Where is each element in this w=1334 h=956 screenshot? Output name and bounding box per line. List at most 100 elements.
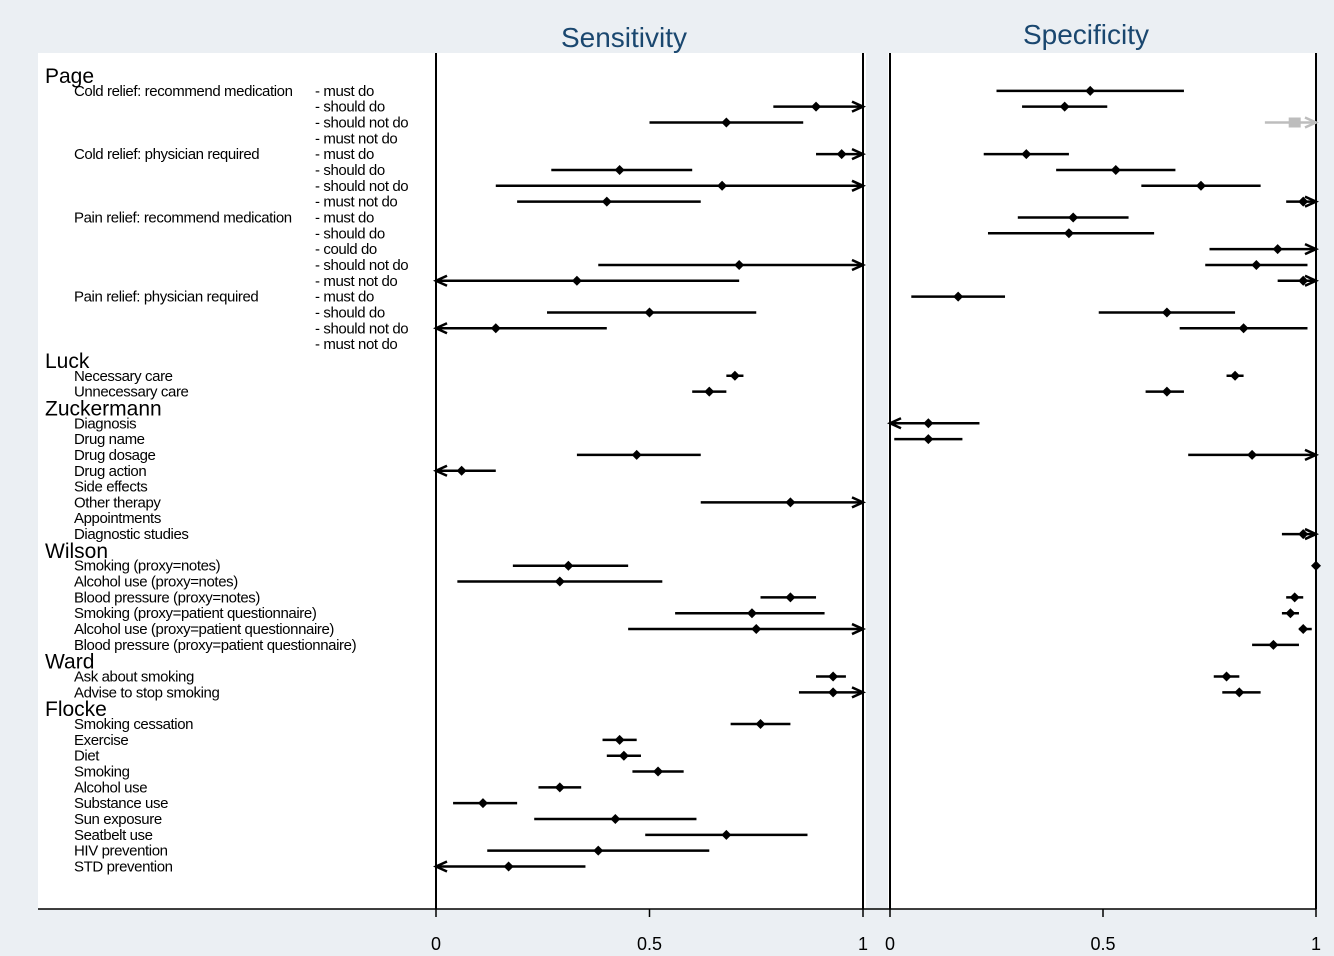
point-estimate	[593, 845, 604, 856]
ci-arrow-left	[432, 322, 448, 335]
row-label: Alcohol use (proxy=patient questionnaire…	[74, 621, 334, 638]
row-label: HIV prevention	[74, 843, 168, 860]
row-sublabel: - should not do	[315, 114, 408, 131]
ci-arrow-right	[851, 686, 867, 699]
ci-arrow-right	[1304, 116, 1320, 129]
row-sublabel: - must do	[315, 289, 374, 306]
row-label: Diagnostic studies	[74, 526, 189, 543]
row-sublabel: - must not do	[315, 194, 397, 211]
panel-title-sensitivity: Sensitivity	[561, 22, 687, 53]
ci-arrow-right	[1304, 448, 1320, 462]
row-sublabel: - must not do	[315, 130, 397, 147]
point-estimate	[1110, 164, 1121, 175]
row-label: Diagnosis	[74, 415, 136, 432]
row-label: Ask about smoking	[74, 669, 194, 686]
row-label: Unnecessary care	[74, 384, 189, 401]
point-estimate	[571, 275, 582, 286]
row-label: Smoking	[74, 764, 130, 781]
ci-arrow-left	[432, 464, 448, 477]
point-estimate	[828, 671, 839, 682]
point-estimate	[746, 608, 757, 619]
point-estimate	[1298, 196, 1309, 207]
point-estimate	[614, 734, 625, 745]
row-label: Smoking (proxy=notes)	[74, 558, 221, 575]
point-estimate	[1311, 560, 1321, 571]
point-estimate	[554, 782, 565, 793]
point-estimate	[836, 149, 847, 160]
point-estimate	[1268, 639, 1279, 650]
row-label: Smoking cessation	[74, 716, 193, 733]
point-estimate	[1161, 307, 1172, 318]
point-estimate	[811, 101, 822, 112]
row-label: Other therapy	[74, 494, 161, 511]
row-sublabel: - should do	[315, 162, 385, 179]
specificity-tick-label: 0.5	[1090, 934, 1115, 954]
point-estimate	[490, 323, 501, 334]
row-label: Drug action	[74, 463, 146, 480]
row-sublabel: - should not do	[315, 257, 408, 274]
point-estimate	[1238, 323, 1249, 334]
point-estimate	[751, 624, 762, 635]
row-label: Blood pressure (proxy=patient questionna…	[74, 637, 357, 654]
point-estimate	[717, 180, 728, 191]
row-label: Advise to stop smoking	[74, 684, 219, 701]
point-estimate	[1085, 85, 1096, 96]
point-estimate	[785, 497, 796, 508]
point-estimate	[953, 291, 964, 302]
row-label: Sun exposure	[74, 811, 162, 828]
point-estimate	[721, 829, 732, 840]
point-estimate	[601, 196, 612, 207]
point-estimate	[923, 418, 934, 429]
row-sublabel: - should not do	[315, 320, 408, 337]
row-label: Exercise	[74, 732, 128, 749]
point-estimate	[1298, 529, 1309, 540]
row-label: Necessary care	[74, 368, 173, 385]
point-estimate	[755, 719, 766, 730]
point-estimate	[554, 576, 565, 587]
sensitivity-tick-label: 0	[431, 934, 441, 954]
ci-arrow-right	[851, 148, 867, 161]
row-sublabel: - must do	[315, 146, 374, 163]
row-sublabel: - should do	[315, 99, 385, 116]
point-estimate	[644, 307, 655, 318]
row-label: Pain relief: physician required	[74, 289, 258, 306]
ci-arrow-right	[851, 496, 867, 509]
row-label: Diet	[74, 748, 100, 765]
ci-arrow-right	[851, 179, 867, 192]
row-sublabel: - should not do	[315, 178, 408, 195]
row-sublabel: - could do	[315, 241, 377, 258]
ci-arrow-right	[851, 258, 867, 272]
point-estimate	[1221, 671, 1232, 682]
row-label: Pain relief: recommend medication	[74, 209, 292, 226]
row-sublabel: - must do	[315, 83, 374, 100]
point-estimate	[1272, 244, 1283, 255]
row-label: Substance use	[74, 795, 168, 812]
row-label: Alcohol use	[74, 779, 147, 796]
group-label: Wilson	[45, 540, 108, 563]
row-sublabel: - should do	[315, 225, 385, 242]
group-label: Luck	[45, 350, 90, 373]
point-estimate	[477, 798, 488, 809]
point-estimate	[1234, 687, 1245, 698]
point-estimate	[828, 687, 839, 698]
group-label: Zuckermann	[45, 397, 162, 420]
ci-arrow-right	[851, 622, 867, 636]
point-estimate	[631, 449, 642, 460]
row-label: Seatbelt use	[74, 827, 153, 844]
group-label: Page	[45, 65, 94, 88]
sensitivity-tick-label: 1	[858, 934, 868, 954]
row-label: Blood pressure (proxy=notes)	[74, 589, 260, 606]
point-estimate	[653, 766, 664, 777]
ci-arrow-left	[432, 860, 448, 873]
row-label: Appointments	[74, 510, 161, 527]
ci-arrow-right	[851, 100, 867, 113]
ci-arrow-right	[1304, 242, 1320, 256]
row-sublabel: - must not do	[315, 273, 397, 290]
point-estimate	[503, 861, 514, 872]
row-label: Drug dosage	[74, 447, 156, 464]
row-label: Cold relief: physician required	[74, 146, 259, 163]
point-estimate	[1161, 386, 1172, 397]
ci-arrow-right	[1304, 274, 1320, 287]
point-estimate	[1298, 275, 1309, 286]
point-estimate	[734, 259, 745, 270]
